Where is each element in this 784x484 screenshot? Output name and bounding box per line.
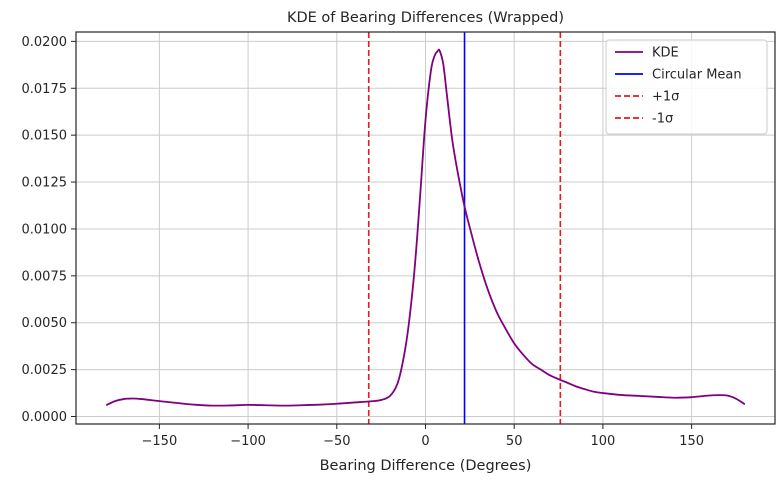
y-tick-label: 0.0175 [22, 82, 68, 97]
legend-label: +1σ [652, 90, 679, 105]
legend-label: KDE [652, 46, 679, 61]
legend-label: Circular Mean [652, 68, 742, 83]
legend-box [605, 39, 768, 135]
x-tick-label: 50 [506, 434, 523, 449]
tick-layer: −150 −100 −50 0 50 100 150 0.0000 0.0025 0.0050 0.… [22, 35, 705, 449]
y-tick-label: 0.0075 [22, 269, 68, 284]
y-tick-label: 0.0025 [22, 363, 68, 378]
legend: KDE Circular Mean +1σ -1σ [605, 39, 768, 135]
reference-lines [367, 32, 562, 424]
legend-label: -1σ [652, 112, 673, 127]
y-tick-label: 0.0200 [22, 35, 68, 50]
y-tick-label: 0.0100 [22, 222, 68, 237]
x-tick-label: 100 [590, 434, 615, 449]
chart-title: KDE of Bearing Differences (Wrapped) [287, 10, 564, 26]
x-axis-title: Bearing Difference (Degrees) [320, 458, 532, 474]
x-tick-label: −100 [230, 434, 266, 449]
series-line-kde [105, 48, 746, 407]
grid-layer [76, 32, 775, 424]
x-tick-label: −50 [323, 434, 350, 449]
x-tick-label: 150 [679, 434, 704, 449]
y-tick-label: 0.0125 [22, 176, 68, 191]
x-tick-label: −150 [142, 434, 178, 449]
x-tick-label: 0 [421, 434, 429, 449]
y-tick-label: 0.0000 [22, 410, 68, 425]
y-tick-label: 0.0050 [22, 316, 68, 331]
y-tick-label: 0.0150 [22, 129, 68, 144]
series-layer [105, 48, 746, 407]
